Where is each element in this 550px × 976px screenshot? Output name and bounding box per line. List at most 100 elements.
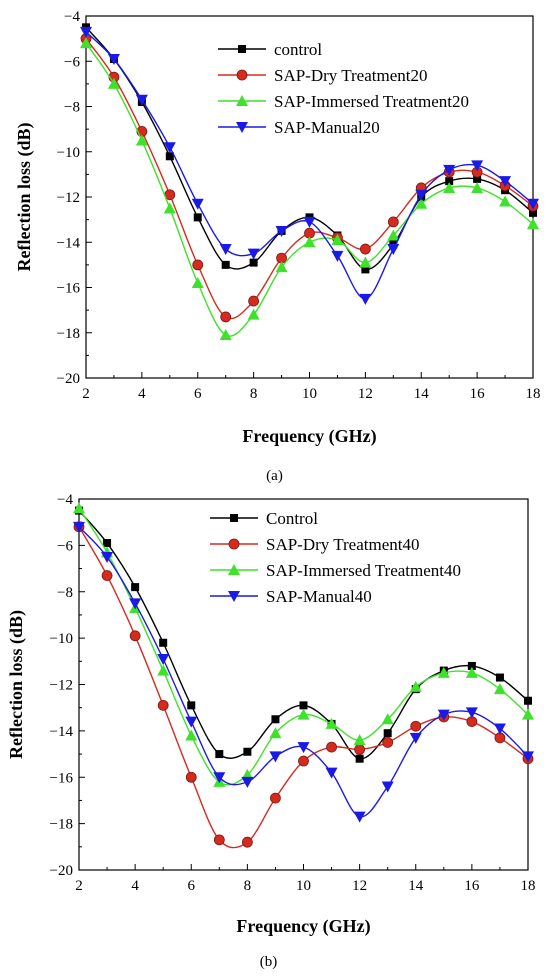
- y-tick-label: −6: [64, 54, 80, 70]
- y-tick-label: −14: [57, 235, 81, 251]
- data-point: [529, 208, 537, 217]
- x-tick-label: 10: [296, 878, 311, 894]
- data-point: [165, 152, 174, 161]
- series-line: [85, 42, 534, 337]
- data-point: [381, 713, 394, 725]
- data-point: [467, 661, 476, 670]
- data-point: [499, 176, 512, 188]
- data-point: [157, 664, 170, 676]
- data-point: [213, 772, 226, 784]
- data-point: [353, 734, 366, 746]
- data-point: [270, 792, 281, 804]
- data-point: [243, 747, 252, 756]
- legend-marker: [228, 538, 240, 550]
- data-point: [409, 680, 422, 692]
- series-3: [73, 521, 534, 823]
- panel-label: (a): [266, 468, 283, 484]
- data-point: [271, 715, 280, 724]
- data-point: [192, 259, 204, 271]
- data-point: [249, 258, 258, 267]
- legend-label: SAP-Immersed Treatment40: [266, 561, 461, 580]
- x-axis-title: Frequency (GHz): [236, 916, 370, 937]
- legend-marker: [236, 95, 248, 106]
- legend-marker: [228, 564, 240, 575]
- y-tick-label: −12: [57, 190, 80, 206]
- y-axis-title: Reflection loss (dB): [6, 610, 27, 759]
- data-point: [443, 164, 456, 176]
- data-point: [191, 276, 204, 288]
- legend-marker: [238, 45, 246, 53]
- x-tick-label: 4: [138, 386, 146, 402]
- x-tick-label: 8: [250, 386, 258, 402]
- data-point: [353, 811, 366, 823]
- data-point: [495, 673, 504, 682]
- plot-frame: [78, 498, 529, 871]
- data-point: [131, 583, 140, 592]
- data-point: [73, 502, 85, 514]
- x-tick-label: 8: [244, 878, 252, 894]
- data-point: [163, 142, 176, 154]
- data-point: [247, 248, 260, 260]
- panel-a-chart: 2 4 6 8 10 12 14 16 18 −4 −6 −8 −10 −12 −14 −16 −18 −20 Fr…: [14, 9, 541, 484]
- series-3: [80, 26, 539, 305]
- y-tick-label: −4: [57, 492, 73, 508]
- data-point: [215, 750, 224, 759]
- legend-label: SAP-Manual20: [274, 118, 380, 137]
- data-point: [193, 213, 202, 222]
- data-point: [157, 653, 170, 665]
- legend-marker: [236, 122, 248, 133]
- x-tick-label: 12: [352, 878, 367, 894]
- legend-marker: [228, 591, 240, 602]
- x-tick-label: 18: [521, 878, 536, 894]
- legend: control SAP-Dry Treatment20 SAP-Immersed T…: [218, 40, 469, 137]
- data-point: [387, 216, 399, 228]
- data-point: [359, 293, 372, 305]
- data-point: [354, 744, 366, 755]
- legend: Control SAP-Dry Treatment40 SAP-Immersed T…: [210, 509, 461, 606]
- data-point: [185, 771, 197, 783]
- x-tick-label: 4: [131, 878, 139, 894]
- y-tick-label: −10: [50, 631, 73, 647]
- data-point: [129, 598, 142, 610]
- data-point: [415, 189, 428, 201]
- data-point: [107, 77, 120, 89]
- data-point: [297, 708, 310, 720]
- x-tick-label: 14: [414, 386, 430, 402]
- data-point: [445, 177, 454, 186]
- y-tick-label: −12: [50, 678, 73, 694]
- y-tick-label: −4: [64, 9, 80, 25]
- data-point: [522, 751, 534, 763]
- data-point: [213, 834, 225, 846]
- x-tick-label: 18: [526, 386, 541, 402]
- data-point: [361, 265, 370, 274]
- data-point: [359, 256, 372, 268]
- data-point: [527, 218, 539, 230]
- data-point: [135, 134, 148, 146]
- data-point: [159, 638, 168, 647]
- data-point: [163, 202, 176, 214]
- data-point: [527, 198, 539, 210]
- data-point: [269, 751, 282, 763]
- x-tick-label: 16: [470, 386, 486, 402]
- y-axis-title: Reflection loss (dB): [14, 123, 35, 272]
- data-point: [382, 737, 394, 748]
- data-point: [331, 250, 344, 262]
- data-point: [415, 197, 428, 209]
- data-point: [524, 696, 532, 705]
- data-point: [325, 767, 338, 779]
- data-point: [73, 521, 85, 533]
- y-tick-label: −18: [50, 817, 73, 833]
- data-point: [297, 742, 310, 754]
- data-point: [248, 295, 260, 307]
- x-tick-label: 2: [82, 386, 90, 402]
- data-point: [331, 233, 344, 245]
- data-point: [247, 308, 260, 320]
- data-point: [303, 216, 316, 228]
- y-tick-label: −16: [50, 770, 74, 786]
- x-tick-label: 16: [464, 878, 480, 894]
- panel-label: (b): [260, 954, 278, 970]
- data-point: [219, 244, 232, 256]
- data-point: [437, 709, 450, 721]
- legend-label: SAP-Dry Treatment40: [266, 535, 419, 554]
